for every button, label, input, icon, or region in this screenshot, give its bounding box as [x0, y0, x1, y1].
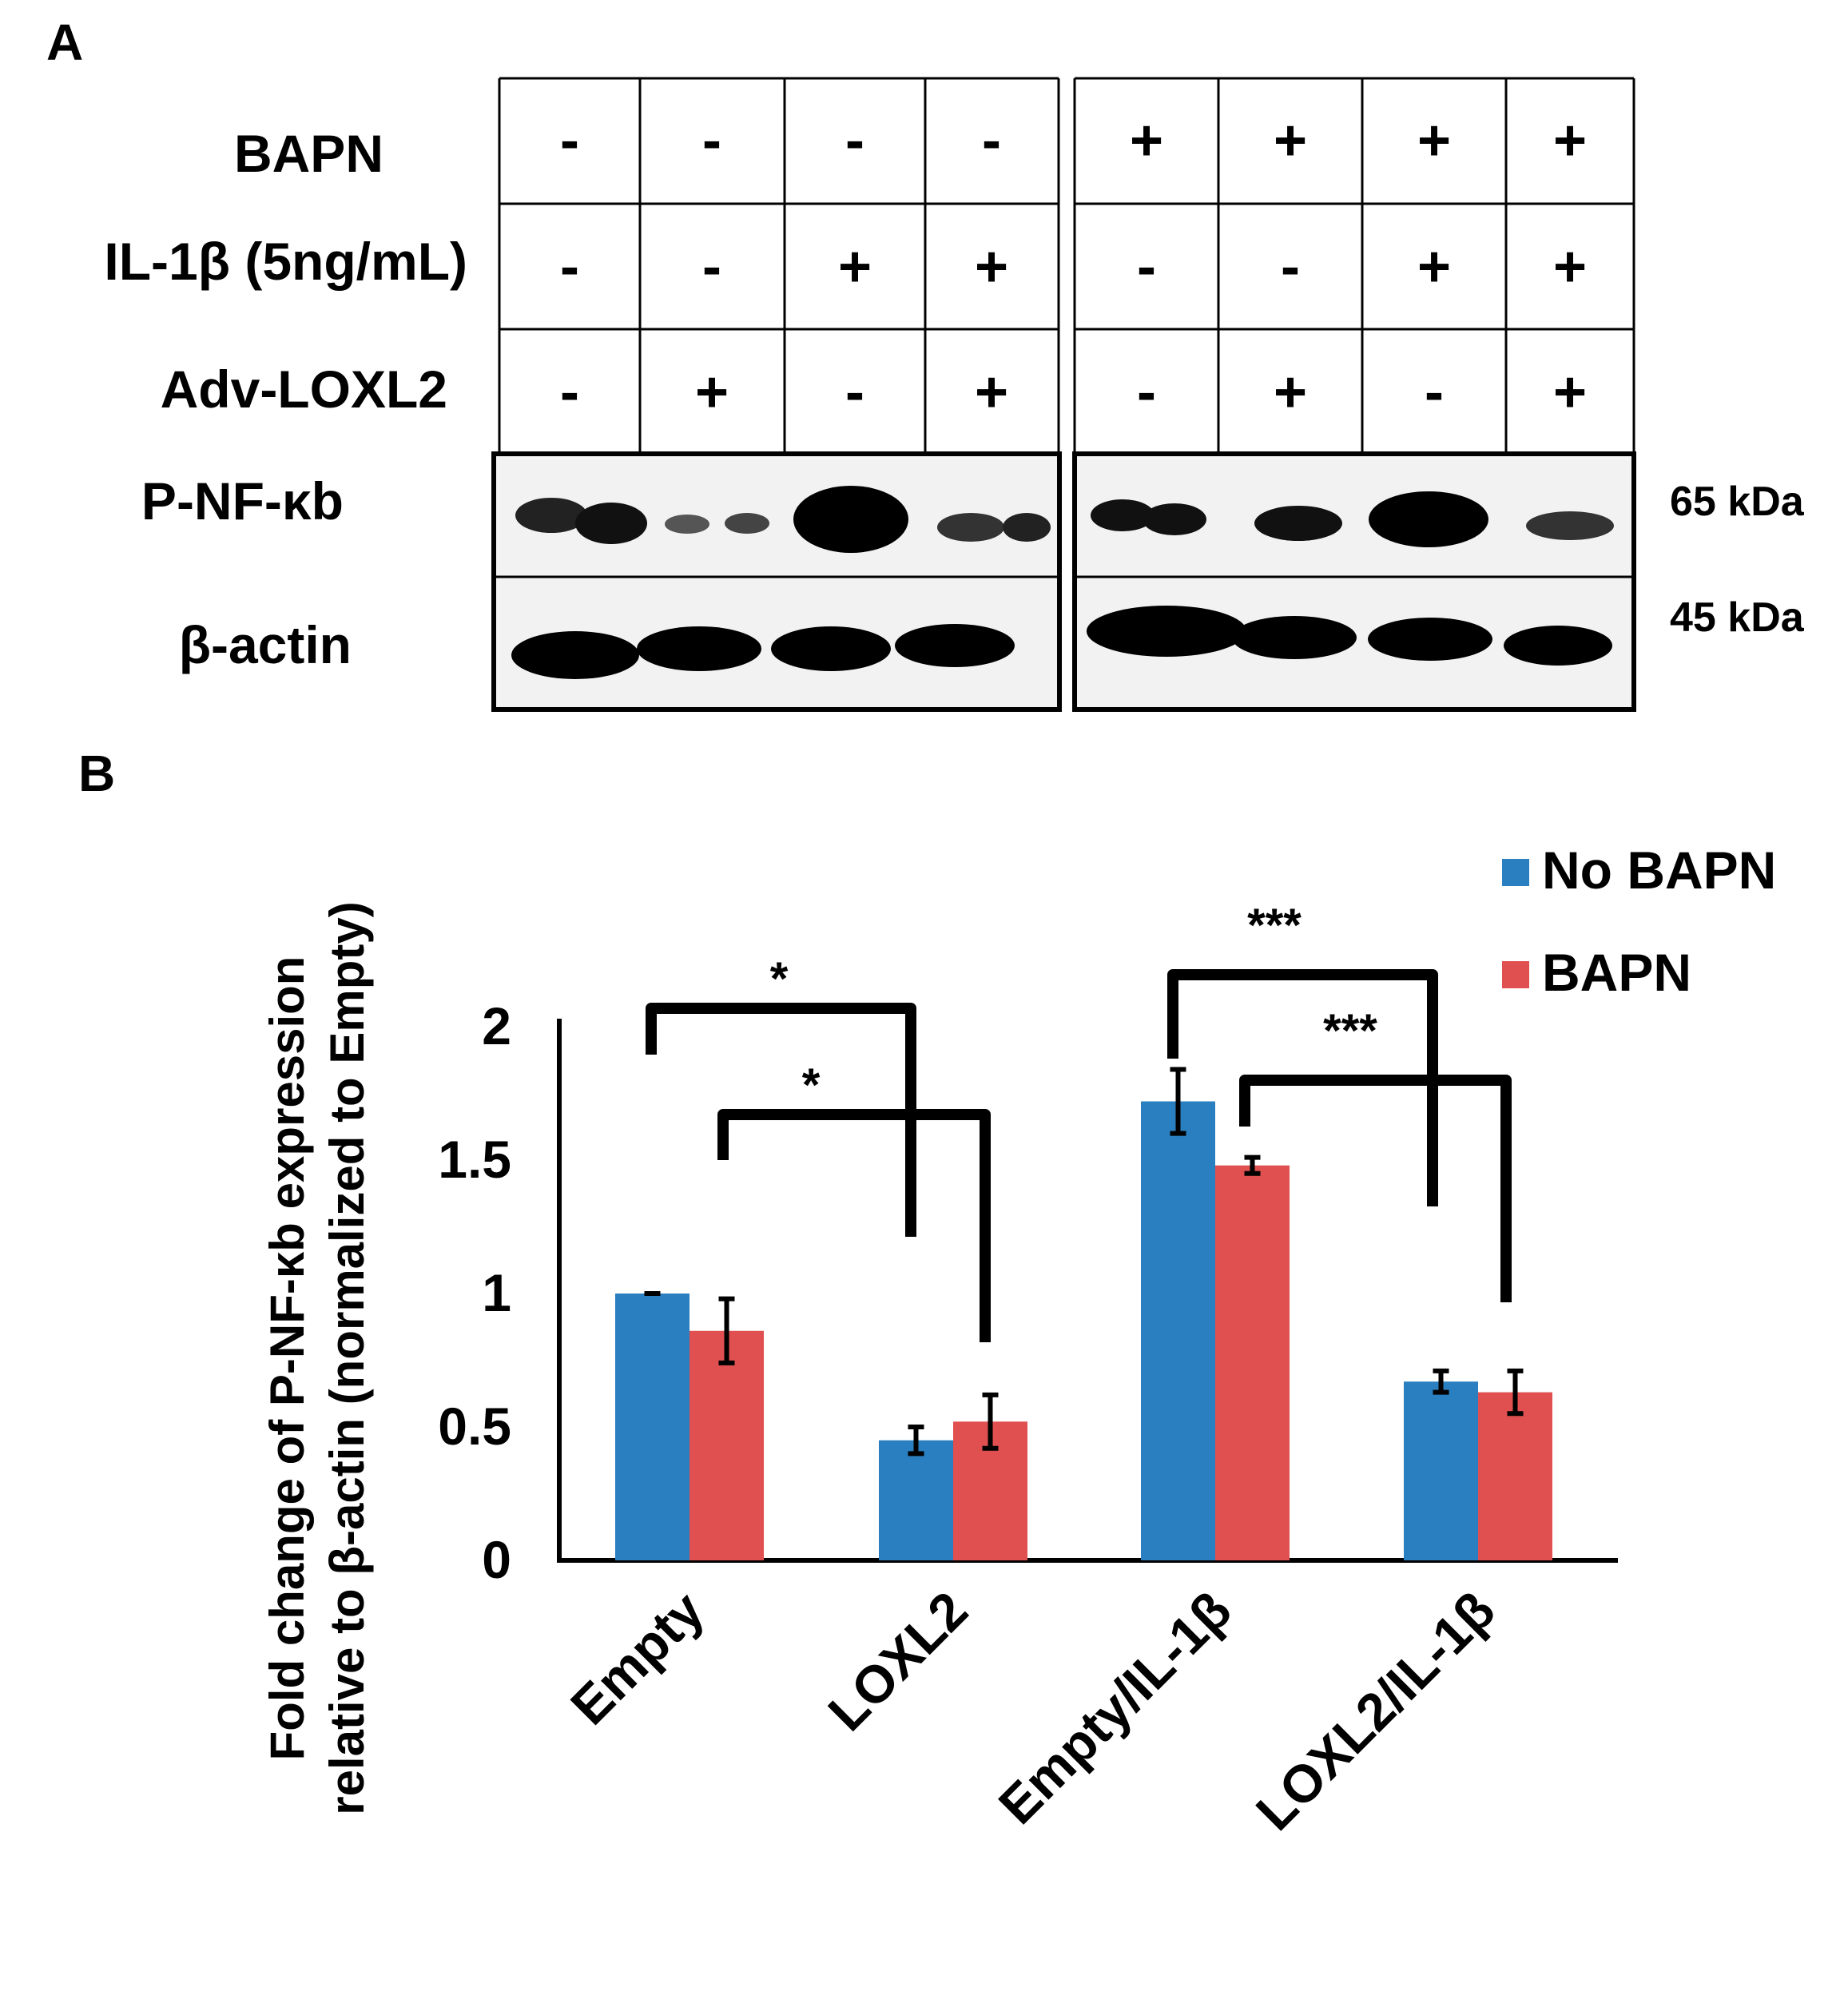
blot-label-bactin: β-actin — [179, 615, 352, 674]
bar-no-bapn — [1404, 1381, 1478, 1560]
row-label-adv-loxl2: Adv-LOXL2 — [161, 360, 447, 419]
legend: No BAPN BAPN — [1502, 841, 1776, 1002]
condition-sign: + — [1553, 360, 1587, 424]
blot-left — [491, 451, 1062, 712]
condition-sign: + — [1417, 109, 1451, 173]
legend-swatch-bapn — [1502, 961, 1529, 988]
condition-sign: - — [1281, 235, 1300, 299]
condition-sign: + — [1553, 109, 1587, 173]
row-label-il1b: IL-1β (5ng/mL) — [104, 232, 467, 291]
blot-right — [1072, 451, 1636, 712]
category-label: Empty/IL-1β — [988, 1580, 1242, 1835]
error-bar — [1170, 1067, 1186, 1136]
y-axis-label-line1: Fold change of P-NF-κb expression — [260, 956, 314, 1761]
error-bar — [908, 1425, 924, 1457]
condition-sign: + — [1553, 235, 1587, 299]
significance-bracket — [1239, 1075, 1512, 1302]
condition-sign: - — [560, 360, 579, 424]
error-bar — [1507, 1368, 1524, 1417]
condition-grid — [498, 77, 1635, 451]
significance-bracket — [646, 1003, 916, 1237]
blot-size-65: 65 kDa — [1670, 479, 1805, 525]
legend-label-bapn: BAPN — [1542, 943, 1691, 1002]
category-labels: Empty LOXL2 Empty/IL-1β LOXL2/IL-1β — [559, 1580, 1506, 1841]
error-bar — [718, 1296, 735, 1365]
condition-sign: + — [975, 235, 1008, 299]
error-bar — [982, 1392, 999, 1451]
category-label: Empty — [559, 1580, 715, 1735]
significance-marker: *** — [1247, 900, 1302, 952]
blot-size-45: 45 kDa — [1670, 594, 1805, 641]
condition-sign: - — [982, 109, 1001, 173]
y-tick-label: 2 — [482, 996, 511, 1055]
condition-sign: + — [1274, 360, 1307, 424]
y-axis-label-line2: relative to β-actin (normalized to Empty… — [320, 901, 374, 1814]
y-tick-label: 1 — [482, 1263, 511, 1322]
blot-label-pnfkb: P-NF-κb — [141, 471, 344, 531]
significance-marker: *** — [1323, 1005, 1377, 1057]
condition-sign: + — [695, 360, 729, 424]
legend-swatch-no-bapn — [1502, 859, 1529, 886]
condition-sign: - — [560, 109, 579, 173]
bar-bapn — [690, 1330, 764, 1560]
bar-bapn — [1478, 1392, 1552, 1560]
condition-sign: + — [838, 235, 872, 299]
panel-b-letter: B — [78, 745, 115, 802]
condition-sign: + — [1130, 109, 1163, 173]
condition-sign: - — [845, 109, 864, 173]
significance-bracket — [717, 1109, 991, 1342]
y-tick-label: 0 — [482, 1530, 511, 1589]
condition-signs: - - - - + + + + - - + + - - + + - + - + - + - + — [560, 109, 1587, 424]
significance-brackets — [646, 969, 1512, 1342]
significance-marker: * — [802, 1059, 821, 1111]
bar-no-bapn — [615, 1294, 690, 1560]
category-label: LOXL2 — [817, 1580, 979, 1743]
y-tick-label: 1.5 — [438, 1130, 511, 1189]
bars — [615, 1067, 1552, 1560]
bar-bapn — [1215, 1165, 1290, 1560]
bar-no-bapn — [879, 1440, 953, 1560]
condition-sign: - — [1425, 360, 1444, 424]
y-tick-label: 0.5 — [438, 1397, 511, 1456]
row-label-bapn: BAPN — [234, 124, 384, 183]
y-ticks: 0 0.5 1 1.5 2 — [438, 996, 511, 1589]
panel-a-letter: A — [46, 14, 83, 71]
condition-sign: - — [845, 360, 864, 424]
significance-bracket — [1167, 969, 1438, 1206]
condition-sign: - — [1137, 360, 1156, 424]
condition-sign: - — [702, 235, 721, 299]
condition-sign: - — [702, 109, 721, 173]
error-bar — [1244, 1154, 1261, 1176]
condition-sign: - — [560, 235, 579, 299]
category-label: LOXL2/IL-1β — [1245, 1580, 1506, 1842]
condition-sign: + — [1274, 109, 1307, 173]
bar-no-bapn — [1141, 1101, 1215, 1560]
significance-marker: * — [770, 953, 789, 1005]
legend-label-no-bapn: No BAPN — [1542, 841, 1776, 900]
condition-sign: + — [975, 360, 1008, 424]
condition-sign: - — [1137, 235, 1156, 299]
condition-sign: + — [1417, 235, 1451, 299]
error-bar — [1433, 1368, 1449, 1395]
